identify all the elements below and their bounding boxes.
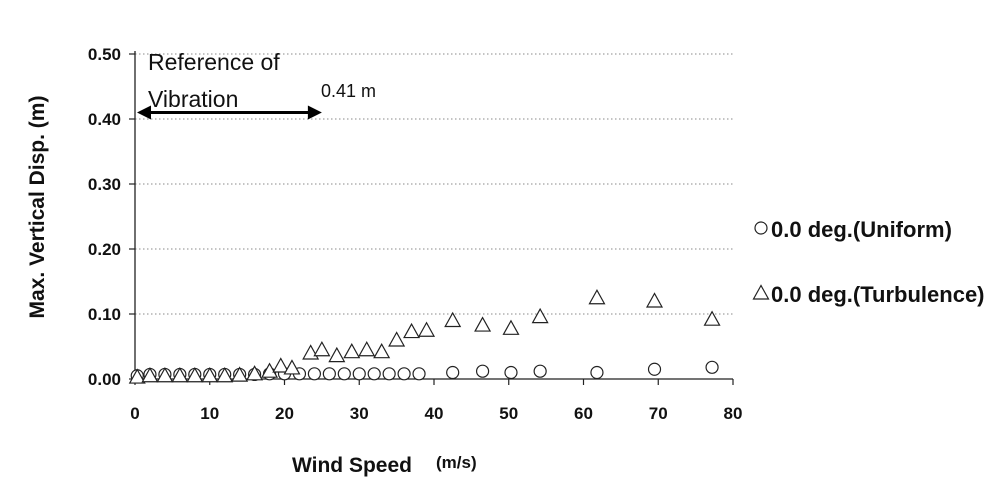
legend-label: 0.0 deg.(Turbulence) — [771, 282, 985, 307]
turbulence-point — [128, 368, 146, 384]
y-tick-label: 0.10 — [88, 305, 121, 324]
turbulence-point — [216, 367, 234, 383]
arrow-head-left — [137, 105, 151, 120]
turbulence-point — [502, 319, 520, 335]
uniform-point — [647, 362, 662, 376]
legend-marker-turbulence — [752, 284, 770, 300]
turbulence-point — [313, 341, 331, 357]
turbulence-point — [328, 346, 346, 363]
turbulence-point — [474, 316, 492, 332]
y-tick-labels: 0.00 0.10 0.20 0.30 0.40 0.50 — [88, 45, 121, 389]
data-points — [128, 289, 721, 384]
turbulence-point — [231, 366, 249, 382]
turbulence-point — [141, 367, 159, 383]
turbulence-point — [171, 367, 189, 383]
turbulence-point — [343, 342, 361, 359]
uniform-point — [446, 365, 460, 380]
annotation-label-line2: Vibration — [148, 86, 238, 112]
y-tick-label: 0.00 — [88, 370, 121, 389]
uniform-point — [307, 367, 321, 381]
turbulence-point — [531, 307, 549, 324]
uniform-point — [412, 367, 426, 381]
uniform-point — [397, 367, 411, 381]
turbulence-point — [246, 365, 264, 381]
y-tick-label: 0.40 — [88, 110, 121, 129]
uniform-point — [533, 364, 547, 378]
y-tick-label: 0.50 — [88, 45, 121, 64]
x-tick-label: 40 — [425, 404, 444, 423]
annotation-label-line1: Reference of — [148, 49, 280, 75]
uniform-point — [367, 367, 381, 381]
uniform-point — [382, 367, 396, 381]
x-tick-label: 70 — [649, 404, 668, 423]
y-tick-label: 0.20 — [88, 240, 121, 259]
y-axis-title: Max. Vertical Disp. (m) — [26, 96, 49, 319]
turbulence-point — [418, 321, 436, 337]
x-tick-label: 60 — [574, 404, 593, 423]
x-tick-label: 30 — [350, 404, 369, 423]
uniform-point — [504, 365, 518, 380]
x-tick-label: 10 — [200, 404, 219, 423]
uniform-point — [322, 367, 336, 381]
x-tick-labels: 0 10 20 30 40 50 60 70 80 — [130, 404, 742, 423]
legend: 0.0 deg.(Uniform) 0.0 deg.(Turbulence) — [752, 217, 985, 307]
uniform-point — [352, 367, 366, 381]
x-tick-label: 0 — [130, 404, 139, 423]
turbulence-point — [283, 359, 301, 375]
turbulence-point — [373, 342, 391, 359]
turbulence-point — [444, 311, 462, 328]
x-axis-title: Wind Speed — [292, 454, 412, 477]
turbulence-point — [358, 341, 376, 357]
turbulence-point — [703, 310, 721, 326]
annotation-value: 0.41 m — [321, 81, 376, 101]
legend-label: 0.0 deg.(Uniform) — [771, 217, 952, 242]
uniform-point — [590, 365, 604, 380]
turbulence-point — [156, 367, 174, 383]
turbulence-point — [201, 367, 219, 383]
turbulence-point — [272, 357, 290, 373]
x-tick-label: 80 — [724, 404, 743, 423]
turbulence-point — [186, 367, 204, 383]
turbulence-point — [588, 289, 606, 305]
legend-marker-uniform — [754, 221, 768, 235]
turbulence-point — [388, 331, 406, 347]
turbulence-point — [403, 322, 421, 339]
uniform-point — [337, 367, 351, 381]
y-tick-label: 0.30 — [88, 175, 121, 194]
uniform-point — [705, 360, 719, 374]
x-tick-label: 20 — [275, 404, 294, 423]
turbulence-point — [645, 292, 664, 308]
turbulence-point — [261, 362, 279, 378]
x-tick-label: 50 — [499, 404, 518, 423]
uniform-point — [475, 364, 490, 378]
x-axis-unit: (m/s) — [436, 453, 477, 472]
arrow-head-right — [307, 105, 322, 120]
annotation-arrow — [137, 105, 322, 120]
